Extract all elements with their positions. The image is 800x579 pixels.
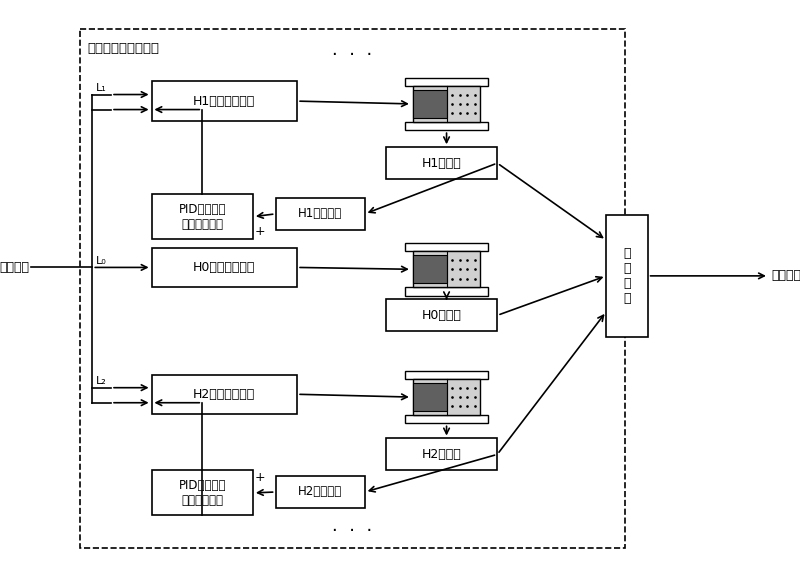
Bar xyxy=(386,299,498,331)
Text: PID协调控制
偏差补偿网络: PID协调控制 偏差补偿网络 xyxy=(178,203,226,230)
Text: H2光栅尺: H2光栅尺 xyxy=(422,448,462,461)
Bar xyxy=(606,215,648,337)
Text: 斜盘姿态: 斜盘姿态 xyxy=(772,269,800,283)
Bar xyxy=(151,248,297,287)
Bar xyxy=(80,29,625,548)
Text: L₀: L₀ xyxy=(96,255,107,266)
Text: ·  ·  ·: · · · xyxy=(333,46,373,64)
Bar xyxy=(406,287,488,296)
Bar xyxy=(413,251,480,287)
Text: 旋
转
斜
盘: 旋 转 斜 盘 xyxy=(623,247,630,305)
Bar xyxy=(275,198,365,230)
Bar xyxy=(413,383,446,411)
Text: 指令位移: 指令位移 xyxy=(0,261,30,274)
Bar xyxy=(406,122,488,130)
Bar xyxy=(386,147,498,179)
Text: H2偏差因子: H2偏差因子 xyxy=(298,485,342,499)
Bar xyxy=(406,78,488,86)
Text: H0液压伺服系统: H0液压伺服系统 xyxy=(193,261,255,274)
Bar xyxy=(413,90,446,118)
Text: H1光栅尺: H1光栅尺 xyxy=(422,157,462,170)
Text: 多油缸协调控制系统: 多油缸协调控制系统 xyxy=(88,42,160,55)
Text: H0光栅尺: H0光栅尺 xyxy=(422,309,462,322)
Bar xyxy=(151,470,253,515)
Bar xyxy=(151,82,297,121)
Bar xyxy=(413,255,446,283)
Bar xyxy=(406,243,488,251)
Bar xyxy=(406,415,488,423)
Text: H1偏差因子: H1偏差因子 xyxy=(298,207,342,221)
Bar xyxy=(406,371,488,379)
Text: ·  ·  ·: · · · xyxy=(333,522,373,540)
Bar xyxy=(413,86,480,122)
Bar xyxy=(386,438,498,470)
Text: L₂: L₂ xyxy=(96,376,107,386)
Text: H1液压伺服系统: H1液压伺服系统 xyxy=(194,94,255,108)
Bar xyxy=(151,194,253,239)
Text: H2液压伺服系统: H2液压伺服系统 xyxy=(194,388,255,401)
Bar xyxy=(151,375,297,414)
Text: +: + xyxy=(255,225,266,238)
Text: PID协调控制
偏差补偿网络: PID协调控制 偏差补偿网络 xyxy=(178,479,226,507)
Bar xyxy=(275,476,365,508)
Text: L₁: L₁ xyxy=(96,83,107,93)
Text: +: + xyxy=(255,471,266,485)
Bar xyxy=(413,379,480,415)
